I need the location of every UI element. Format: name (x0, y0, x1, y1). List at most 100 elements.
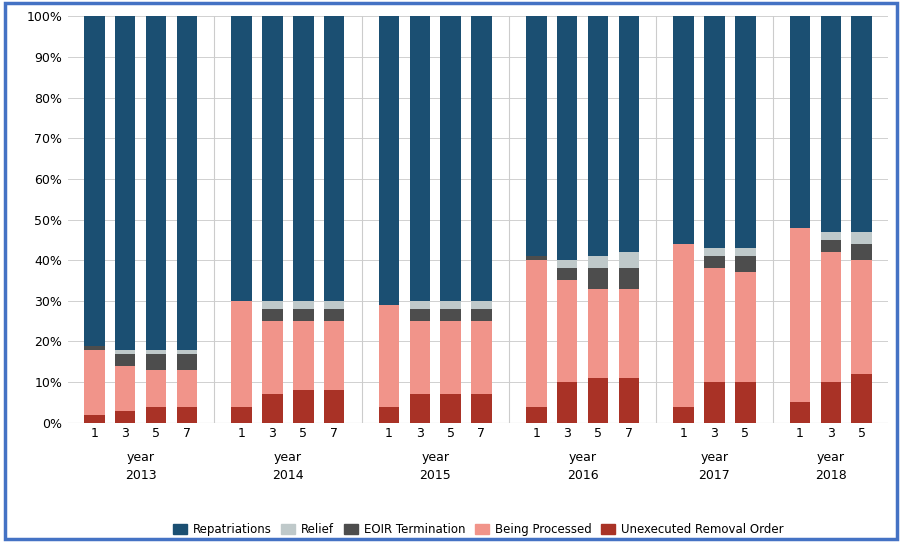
Bar (735, 16, 756, 248)
Text: year: year (274, 450, 302, 463)
Bar (790, 402, 810, 423)
Bar (410, 16, 430, 301)
Bar (557, 281, 577, 382)
Bar (177, 354, 198, 370)
Bar (526, 406, 547, 423)
Bar (293, 301, 314, 309)
Bar (84, 415, 105, 423)
Bar (790, 228, 810, 402)
Bar (177, 370, 198, 406)
Bar (735, 273, 756, 382)
Bar (619, 252, 640, 268)
Bar (790, 16, 810, 228)
Bar (704, 268, 724, 382)
Bar (293, 309, 314, 321)
Bar (440, 395, 461, 423)
Bar (704, 256, 724, 268)
Bar (115, 354, 135, 366)
Bar (410, 395, 430, 423)
Text: year: year (126, 450, 154, 463)
Bar (410, 301, 430, 309)
Bar (440, 16, 461, 301)
Bar (115, 350, 135, 354)
Bar (821, 252, 842, 382)
Bar (526, 256, 547, 260)
Bar (851, 16, 872, 232)
Bar (471, 309, 492, 321)
Bar (526, 16, 547, 256)
Bar (673, 244, 694, 406)
Bar (115, 411, 135, 423)
Bar (146, 406, 166, 423)
Bar (851, 374, 872, 423)
Bar (851, 232, 872, 244)
Bar (557, 260, 577, 268)
Bar (115, 16, 135, 350)
Bar (146, 354, 166, 370)
Bar (115, 366, 135, 411)
Bar (704, 382, 724, 423)
Bar (704, 16, 724, 248)
Bar (262, 395, 283, 423)
Bar (588, 378, 608, 423)
Bar (619, 16, 640, 252)
Bar (410, 309, 430, 321)
Bar (557, 16, 577, 260)
Bar (735, 248, 756, 256)
Bar (588, 256, 608, 268)
Text: 2016: 2016 (566, 469, 598, 482)
Bar (379, 305, 400, 406)
Bar (177, 16, 198, 350)
Bar (851, 260, 872, 374)
Bar (324, 390, 345, 423)
Bar (588, 268, 608, 288)
Text: year: year (817, 450, 845, 463)
Bar (440, 301, 461, 309)
Bar (619, 378, 640, 423)
Bar (821, 240, 842, 252)
Bar (735, 256, 756, 273)
Text: 2017: 2017 (698, 469, 731, 482)
Text: year: year (421, 450, 449, 463)
Bar (410, 321, 430, 395)
Bar (293, 390, 314, 423)
Bar (821, 232, 842, 240)
Bar (84, 16, 105, 346)
Bar (379, 406, 400, 423)
Bar (526, 260, 547, 406)
Bar (471, 16, 492, 301)
Bar (293, 16, 314, 301)
Bar (471, 301, 492, 309)
Bar (146, 16, 166, 350)
Text: year: year (568, 450, 596, 463)
Bar (851, 244, 872, 260)
Bar (673, 16, 694, 244)
Bar (177, 406, 198, 423)
Bar (232, 301, 252, 406)
Bar (557, 268, 577, 281)
Bar (619, 288, 640, 378)
Bar (471, 321, 492, 395)
Bar (262, 16, 283, 301)
Bar (293, 321, 314, 390)
Legend: Repatriations, Relief, EOIR Termination, Being Processed, Unexecuted Removal Ord: Repatriations, Relief, EOIR Termination,… (168, 518, 788, 541)
Bar (146, 370, 166, 406)
Bar (557, 382, 577, 423)
Bar (588, 288, 608, 378)
Bar (324, 309, 345, 321)
Bar (262, 301, 283, 309)
Bar (588, 16, 608, 256)
Text: 2018: 2018 (815, 469, 847, 482)
Bar (704, 248, 724, 256)
Text: 2013: 2013 (124, 469, 156, 482)
Bar (379, 16, 400, 305)
Bar (735, 382, 756, 423)
Bar (324, 301, 345, 309)
Bar (324, 321, 345, 390)
Bar (262, 309, 283, 321)
Bar (440, 309, 461, 321)
Bar (821, 382, 842, 423)
Bar (262, 321, 283, 395)
Bar (84, 350, 105, 415)
Bar (324, 16, 345, 301)
